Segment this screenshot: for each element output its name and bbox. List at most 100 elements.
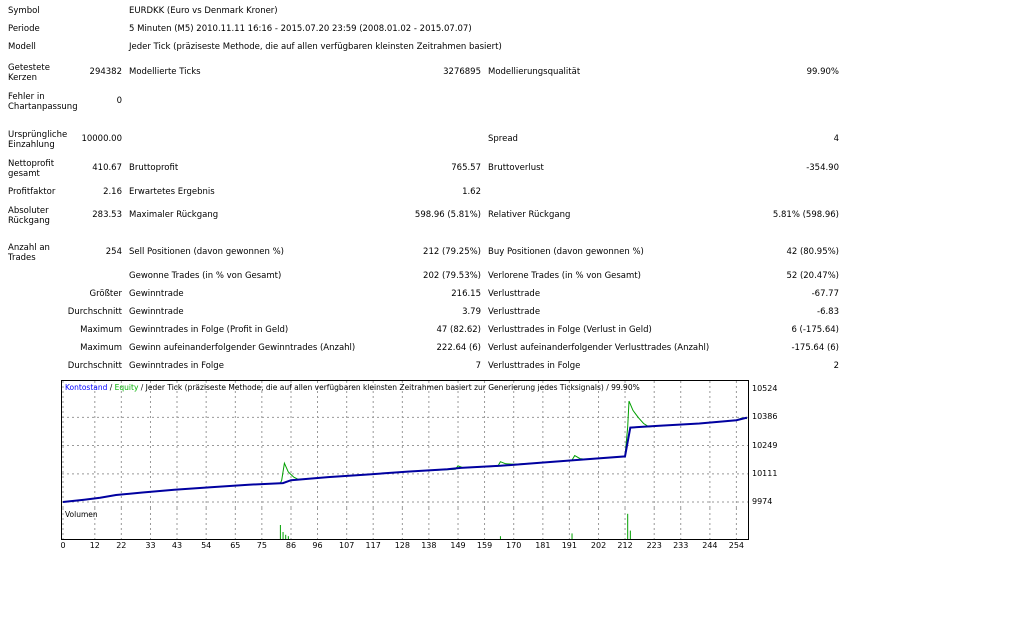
symbol-value: EURDKK (Euro vs Denmark Kroner): [129, 6, 278, 16]
pf-value: 2.16: [103, 187, 122, 197]
absdd-label: Absoluter Rückgang: [8, 206, 50, 226]
x-tick-label: 138: [421, 541, 437, 550]
x-tick-label: 33: [145, 541, 156, 550]
equity-chart: Kontostand / Equity / Jeder Tick (präzis…: [61, 380, 749, 509]
x-tick-label: 86: [285, 541, 297, 550]
legend-description: / Jeder Tick (präziseste Methode, die au…: [138, 383, 639, 392]
y-tick-label: 10111: [752, 468, 778, 478]
sell-label: Sell Positionen (davon gewonnen %): [129, 247, 284, 257]
balance-series-line: [62, 416, 748, 503]
avg-loss-label: Verlusttrade: [488, 307, 541, 317]
errors-label: Fehler in Chartanpassung: [8, 92, 78, 112]
deposit-label: Ursprüngliche Einzahlung: [8, 130, 68, 150]
x-tick-label: 223: [646, 541, 662, 550]
x-tick-label: 149: [450, 541, 466, 550]
sell-value: 212 (79.25%): [423, 247, 481, 257]
largest-loss-value: -67.77: [811, 289, 839, 299]
legend-balance: Kontostand: [65, 383, 108, 392]
ticks-label: Modellierte Ticks: [129, 67, 201, 77]
grossloss-label: Bruttoverlust: [488, 163, 544, 173]
average2-label: Durchschnitt: [67, 361, 122, 371]
max-consec-profit-value: 222.64 (6): [436, 343, 481, 353]
period-label: Periode: [8, 24, 40, 34]
bars-value: 294382: [89, 67, 122, 77]
largest-label: Größter: [89, 289, 122, 299]
lost-value: 52 (20.47%): [786, 271, 839, 281]
max-consec-wins-value: 47 (82.62): [436, 325, 481, 335]
volume-chart-svg: Volumen: [62, 508, 737, 539]
y-tick-label: 10524: [752, 384, 778, 393]
avg-loss-value: -6.83: [817, 307, 839, 317]
netprofit-label: Nettoprofit gesamt: [8, 159, 55, 179]
largest-win-value: 216.15: [451, 289, 481, 299]
maxdd-label: Maximaler Rückgang: [129, 210, 219, 220]
max-consec-loss-value: -175.64 (6): [791, 343, 839, 353]
x-tick-label: 107: [339, 541, 355, 550]
period-value: 5 Minuten (M5) 2010.11.11 16:16 - 2015.0…: [129, 24, 472, 34]
trades-value: 254: [105, 247, 122, 257]
buy-value: 42 (80.95%): [786, 247, 839, 257]
deposit-value: 10000.00: [81, 134, 122, 144]
x-tick-label: 43: [171, 541, 183, 550]
x-tick-label: 159: [476, 541, 493, 550]
buy-label: Buy Positionen (davon gewonnen %): [488, 247, 644, 257]
x-tick-label: 96: [312, 541, 323, 550]
grossloss-value: -354.90: [806, 163, 839, 173]
average-label: Durchschnitt: [67, 307, 122, 317]
max-consec-losses-value: 6 (-175.64): [791, 325, 839, 335]
won-label: Gewonne Trades (in % von Gesamt): [129, 271, 282, 281]
quality-label: Modellierungsqualität: [488, 67, 581, 77]
chart-legend: Kontostand / Equity / Jeder Tick (präzis…: [65, 383, 640, 392]
errors-value: 0: [116, 96, 122, 106]
x-tick-label: 233: [673, 541, 689, 550]
grossprofit-label: Bruttoprofit: [129, 163, 179, 173]
max-consec-loss-label: Verlust aufeinanderfolgender Verlusttrad…: [488, 343, 710, 353]
lost-label: Verlorene Trades (in % von Gesamt): [488, 271, 641, 281]
equity-chart-svg: Kontostand / Equity / Jeder Tick (präzis…: [62, 381, 748, 508]
legend-equity: Equity: [115, 383, 139, 392]
y-tick-label: 10386: [752, 412, 778, 422]
avg-consec-losses-value: 2: [833, 361, 839, 371]
x-tick-label: 128: [394, 541, 410, 550]
quality-value: 99.90%: [806, 67, 839, 77]
x-tick-label: 22: [116, 541, 127, 550]
x-tick-label: 191: [561, 541, 577, 550]
max-consec-wins-label: Gewinntrades in Folge (Profit in Geld): [129, 325, 289, 335]
x-tick-label: 0: [60, 541, 66, 550]
spread-value: 4: [833, 134, 839, 144]
x-tick-label: 170: [506, 541, 522, 550]
max-consec-losses-label: Verlusttrades in Folge (Verlust in Geld): [488, 325, 652, 335]
x-tick-label: 254: [728, 541, 745, 550]
x-tick-label: 244: [702, 541, 718, 550]
bars-label: Getestete Kerzen: [8, 63, 50, 83]
x-tick-label: 212: [617, 541, 633, 550]
maximum2-label: Maximum: [80, 343, 122, 353]
x-tick-label: 75: [256, 541, 267, 550]
grossprofit-value: 765.57: [451, 163, 481, 173]
model-label: Modell: [8, 42, 36, 52]
avg-consec-wins-label: Gewinntrades in Folge: [129, 361, 224, 371]
netprofit-value: 410.67: [92, 163, 122, 173]
reldd-label: Relativer Rückgang: [488, 210, 571, 220]
pf-label: Profitfaktor: [8, 187, 56, 197]
symbol-label: Symbol: [8, 6, 40, 16]
x-tick-label: 202: [590, 541, 607, 550]
avg-win-value: 3.79: [462, 307, 481, 317]
avg-consec-wins-value: 7: [475, 361, 481, 371]
ticks-value: 3276895: [443, 67, 481, 77]
legend-separator: /: [107, 383, 114, 392]
won-value: 202 (79.53%): [423, 271, 481, 281]
avg-win-label: Gewinntrade: [129, 307, 184, 317]
largest-win-label: Gewinntrade: [129, 289, 184, 299]
avg-consec-losses-label: Verlusttrades in Folge: [488, 361, 581, 371]
x-tick-label: 54: [201, 541, 212, 550]
spread-label: Spread: [488, 134, 518, 144]
expected-label: Erwartetes Ergebnis: [129, 187, 215, 197]
trades-label: Anzahl an Trades: [8, 243, 50, 263]
expected-value: 1.62: [462, 187, 481, 197]
y-tick-label: 10249: [752, 440, 778, 450]
absdd-value: 283.53: [92, 210, 122, 220]
x-tick-label: 117: [365, 541, 381, 550]
x-tick-label: 12: [89, 541, 100, 550]
largest-loss-label: Verlusttrade: [488, 289, 541, 299]
